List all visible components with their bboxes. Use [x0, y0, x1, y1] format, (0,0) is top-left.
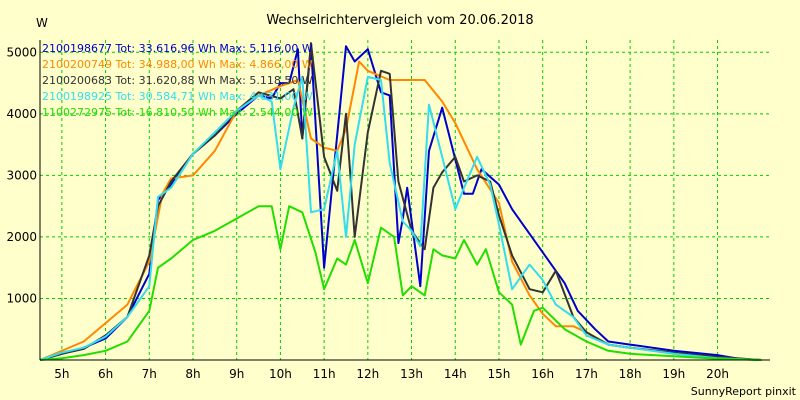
legend-entry-4: 1100272975 Tot: 16.810,50 Wh Max: 2.544,…: [42, 106, 313, 119]
series-line-3: [39, 75, 762, 361]
x-tick-label: 6h: [98, 367, 113, 381]
x-tick-label: 16h: [531, 367, 554, 381]
grid: [40, 40, 770, 360]
x-tick-label: 8h: [185, 367, 200, 381]
x-tick-label: 12h: [356, 367, 379, 381]
y-tick-label: 5000: [6, 45, 37, 59]
legend-entry-3: 2100198925 Tot: 30.584,71 Wh Max: 4.631,…: [42, 90, 313, 103]
x-tick-label: 11h: [313, 367, 336, 381]
x-tick-label: 15h: [488, 367, 511, 381]
x-tick-label: 18h: [619, 367, 642, 381]
x-tick-label: 19h: [662, 367, 685, 381]
y-tick-label: 4000: [6, 107, 37, 121]
y-axis-unit: W: [36, 16, 48, 30]
x-tick-label: 17h: [575, 367, 598, 381]
series-line-4: [39, 205, 762, 361]
y-tick-label: 2000: [6, 230, 37, 244]
legend-entry-0: 2100198677 Tot: 33.616,96 Wh Max: 5.116,…: [42, 42, 313, 55]
y-tick-label: 1000: [6, 291, 37, 305]
legend-entry-2: 2100200683 Tot: 31.620,88 Wh Max: 5.118,…: [42, 74, 313, 87]
series-lines: [39, 42, 762, 361]
x-tick-label: 9h: [229, 367, 244, 381]
series-line-2: [39, 42, 762, 361]
y-tick-label: 3000: [6, 168, 37, 182]
legend: 2100198677 Tot: 33.616,96 Wh Max: 5.116,…: [42, 42, 313, 119]
x-tick-labels: 5h 6h 7h 8h 9h 10h 11h 12h 13h 14h 15h 16h 17h 18h 19h…: [54, 367, 729, 381]
x-tick-label: 14h: [444, 367, 467, 381]
series-line-1: [39, 60, 762, 361]
chart-title: Wechselrichtervergleich vom 20.06.2018: [266, 13, 533, 28]
y-tick-labels: 1000 2000 3000 4000 5000: [6, 45, 37, 305]
x-tick-label: 20h: [706, 367, 729, 381]
x-tick-label: 5h: [54, 367, 69, 381]
legend-entry-1: 2100200749 Tot: 34.988,00 Wh Max: 4.866,…: [42, 58, 313, 71]
footer-credit: SunnyReport pinxit: [691, 385, 797, 398]
x-tick-label: 10h: [269, 367, 292, 381]
x-tick-label: 13h: [400, 367, 423, 381]
axes: [39, 40, 770, 361]
x-tick-label: 7h: [142, 367, 157, 381]
